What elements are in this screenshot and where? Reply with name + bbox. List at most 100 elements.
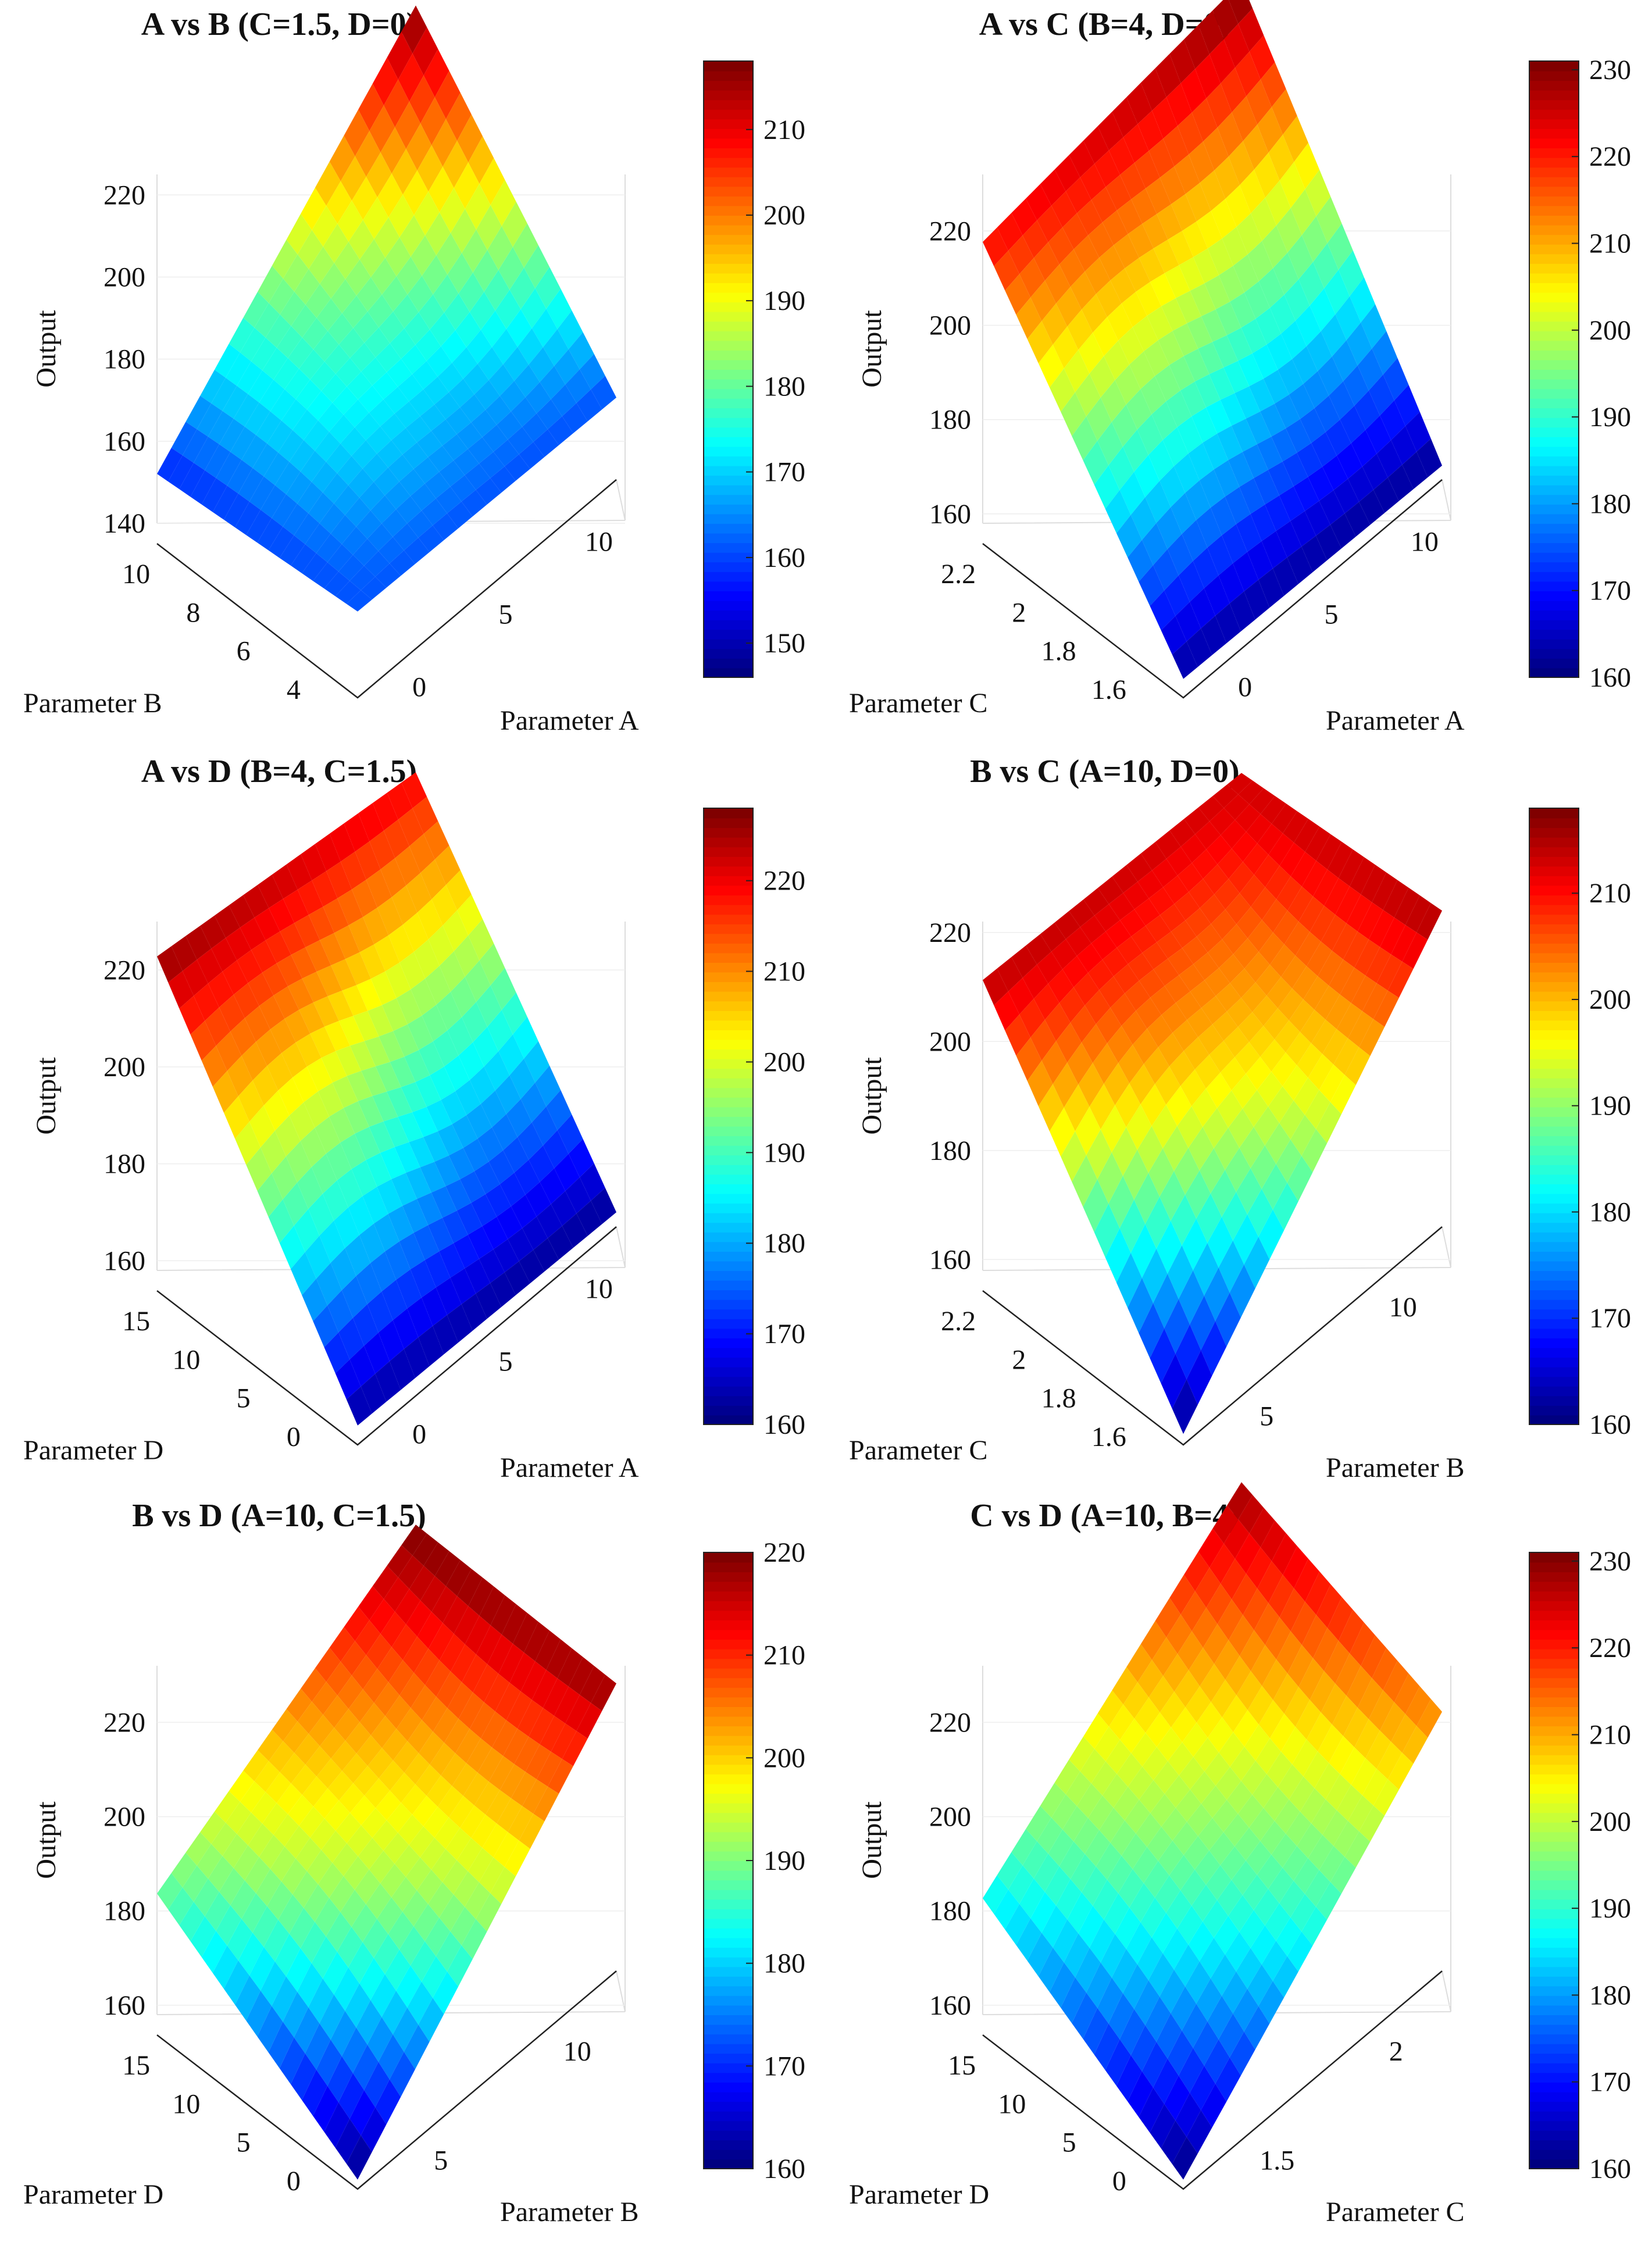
colorbar-segment [704, 273, 753, 283]
surface-patch [243, 291, 269, 328]
colorbar-segment [704, 2091, 753, 2102]
surface-patch [454, 1606, 480, 1645]
surface-patch [1175, 1789, 1201, 1822]
colorbar-segment [704, 2015, 753, 2025]
surface-patch [576, 389, 602, 422]
colorbar-segment [1529, 808, 1579, 819]
surface-patch [355, 131, 381, 177]
surface-patch [297, 1701, 323, 1734]
colorbar-segment [1529, 648, 1579, 659]
surface-patch [1193, 248, 1219, 284]
surface-patch [1056, 287, 1082, 327]
colorbar-segment [704, 2101, 753, 2112]
surface-patch [308, 1715, 334, 1747]
surface-patch [501, 992, 527, 1035]
surface-patch [1195, 54, 1221, 99]
surface-patch [412, 797, 438, 834]
surface-patch [1139, 969, 1165, 998]
surface-patch [1073, 973, 1100, 1006]
surface-patch [305, 1236, 331, 1279]
surface-patch [1161, 1002, 1187, 1033]
surface-patch [1104, 1063, 1130, 1105]
surface-patch [476, 1893, 502, 1932]
surface-patch [1322, 455, 1348, 491]
surface-patch [413, 939, 440, 979]
surface-patch [1166, 390, 1192, 427]
surface-patch [1008, 235, 1034, 274]
colorbar-segment [1529, 1058, 1579, 1069]
colorbar-segment [704, 2149, 753, 2160]
surface-patch [399, 1926, 425, 1966]
colorbar-segment [1529, 1956, 1579, 1968]
surface-patch [258, 874, 283, 908]
surface-patch [288, 337, 313, 369]
surface-patch [243, 1750, 269, 1781]
colorbar-segment [704, 1831, 753, 1842]
surface-patch [316, 533, 342, 563]
surface-patch [1040, 169, 1066, 206]
surface-patch [396, 1269, 422, 1309]
surface-patch [1210, 1954, 1236, 1996]
colorbar-tick-label: 190 [1589, 1091, 1631, 1122]
surface-patch [1298, 1658, 1325, 1700]
surface-patch [1343, 365, 1369, 406]
colorbar-tick-label: 210 [1589, 878, 1631, 909]
surface-patch [465, 1882, 491, 1919]
surface-patch [568, 332, 594, 370]
surface-patch [1306, 1712, 1332, 1752]
surface-patch [447, 501, 473, 529]
surface-patch [1123, 429, 1148, 472]
surface-patch [1255, 308, 1282, 345]
surface-patch [182, 1865, 208, 1902]
surface-patch [1321, 915, 1347, 951]
surface-patch [283, 1991, 309, 2038]
surface-patch [335, 581, 361, 604]
surface-patch [1305, 169, 1331, 216]
colorbar-segment [704, 1764, 753, 1774]
surface-patch [1279, 842, 1305, 877]
colorbar-segment [1529, 1880, 1579, 1890]
surface-patch [499, 1173, 526, 1206]
surface-patch [373, 467, 399, 496]
surface-patch [1151, 401, 1178, 440]
surface-patch [276, 955, 302, 987]
surface-patch [294, 915, 320, 948]
surface-patch [1179, 964, 1205, 992]
surface-patch [1372, 331, 1398, 375]
surface-patch [197, 403, 223, 437]
colorbar-segment [704, 1947, 753, 1958]
surface-patch [445, 92, 472, 141]
surface-patch [1086, 397, 1112, 441]
surface-patch [1376, 954, 1403, 991]
colorbar-segment [1529, 186, 1579, 197]
surface-patch [375, 563, 401, 588]
surface-patch [1115, 1083, 1141, 1127]
surface-patch [1308, 1834, 1334, 1870]
surface-patch [1351, 430, 1377, 467]
colorbar-segment [1529, 330, 1579, 341]
subplot-2: A vs C (B=4, D=0)1601802002201.61.822.20… [849, 0, 1631, 736]
surface-patch [319, 1220, 345, 1263]
surface-patch [308, 1194, 334, 1236]
surface-patch [1126, 853, 1153, 882]
surface-patch [1222, 524, 1247, 563]
surface-patch [388, 1911, 414, 1950]
surface-patch [345, 952, 371, 986]
surface-patch [1183, 348, 1209, 382]
surface-patch [428, 445, 454, 472]
surface-patch [1247, 1686, 1273, 1724]
surface-patch [1246, 1056, 1272, 1090]
surface-patch [315, 1898, 341, 1937]
colorbar-segment [704, 2072, 753, 2083]
surface-patch [413, 1225, 440, 1261]
surface-patch [1105, 174, 1132, 210]
colorbar-segment [704, 99, 753, 110]
surface-patch [1191, 1884, 1218, 1922]
surface-patch [208, 410, 234, 444]
surface-patch [238, 1933, 264, 1976]
surface-patch [299, 1806, 325, 1838]
colorbar-segment [1529, 1648, 1579, 1659]
surface-patch [1178, 112, 1203, 155]
surface-patch [1244, 952, 1270, 983]
surface-patch [1022, 1841, 1048, 1879]
